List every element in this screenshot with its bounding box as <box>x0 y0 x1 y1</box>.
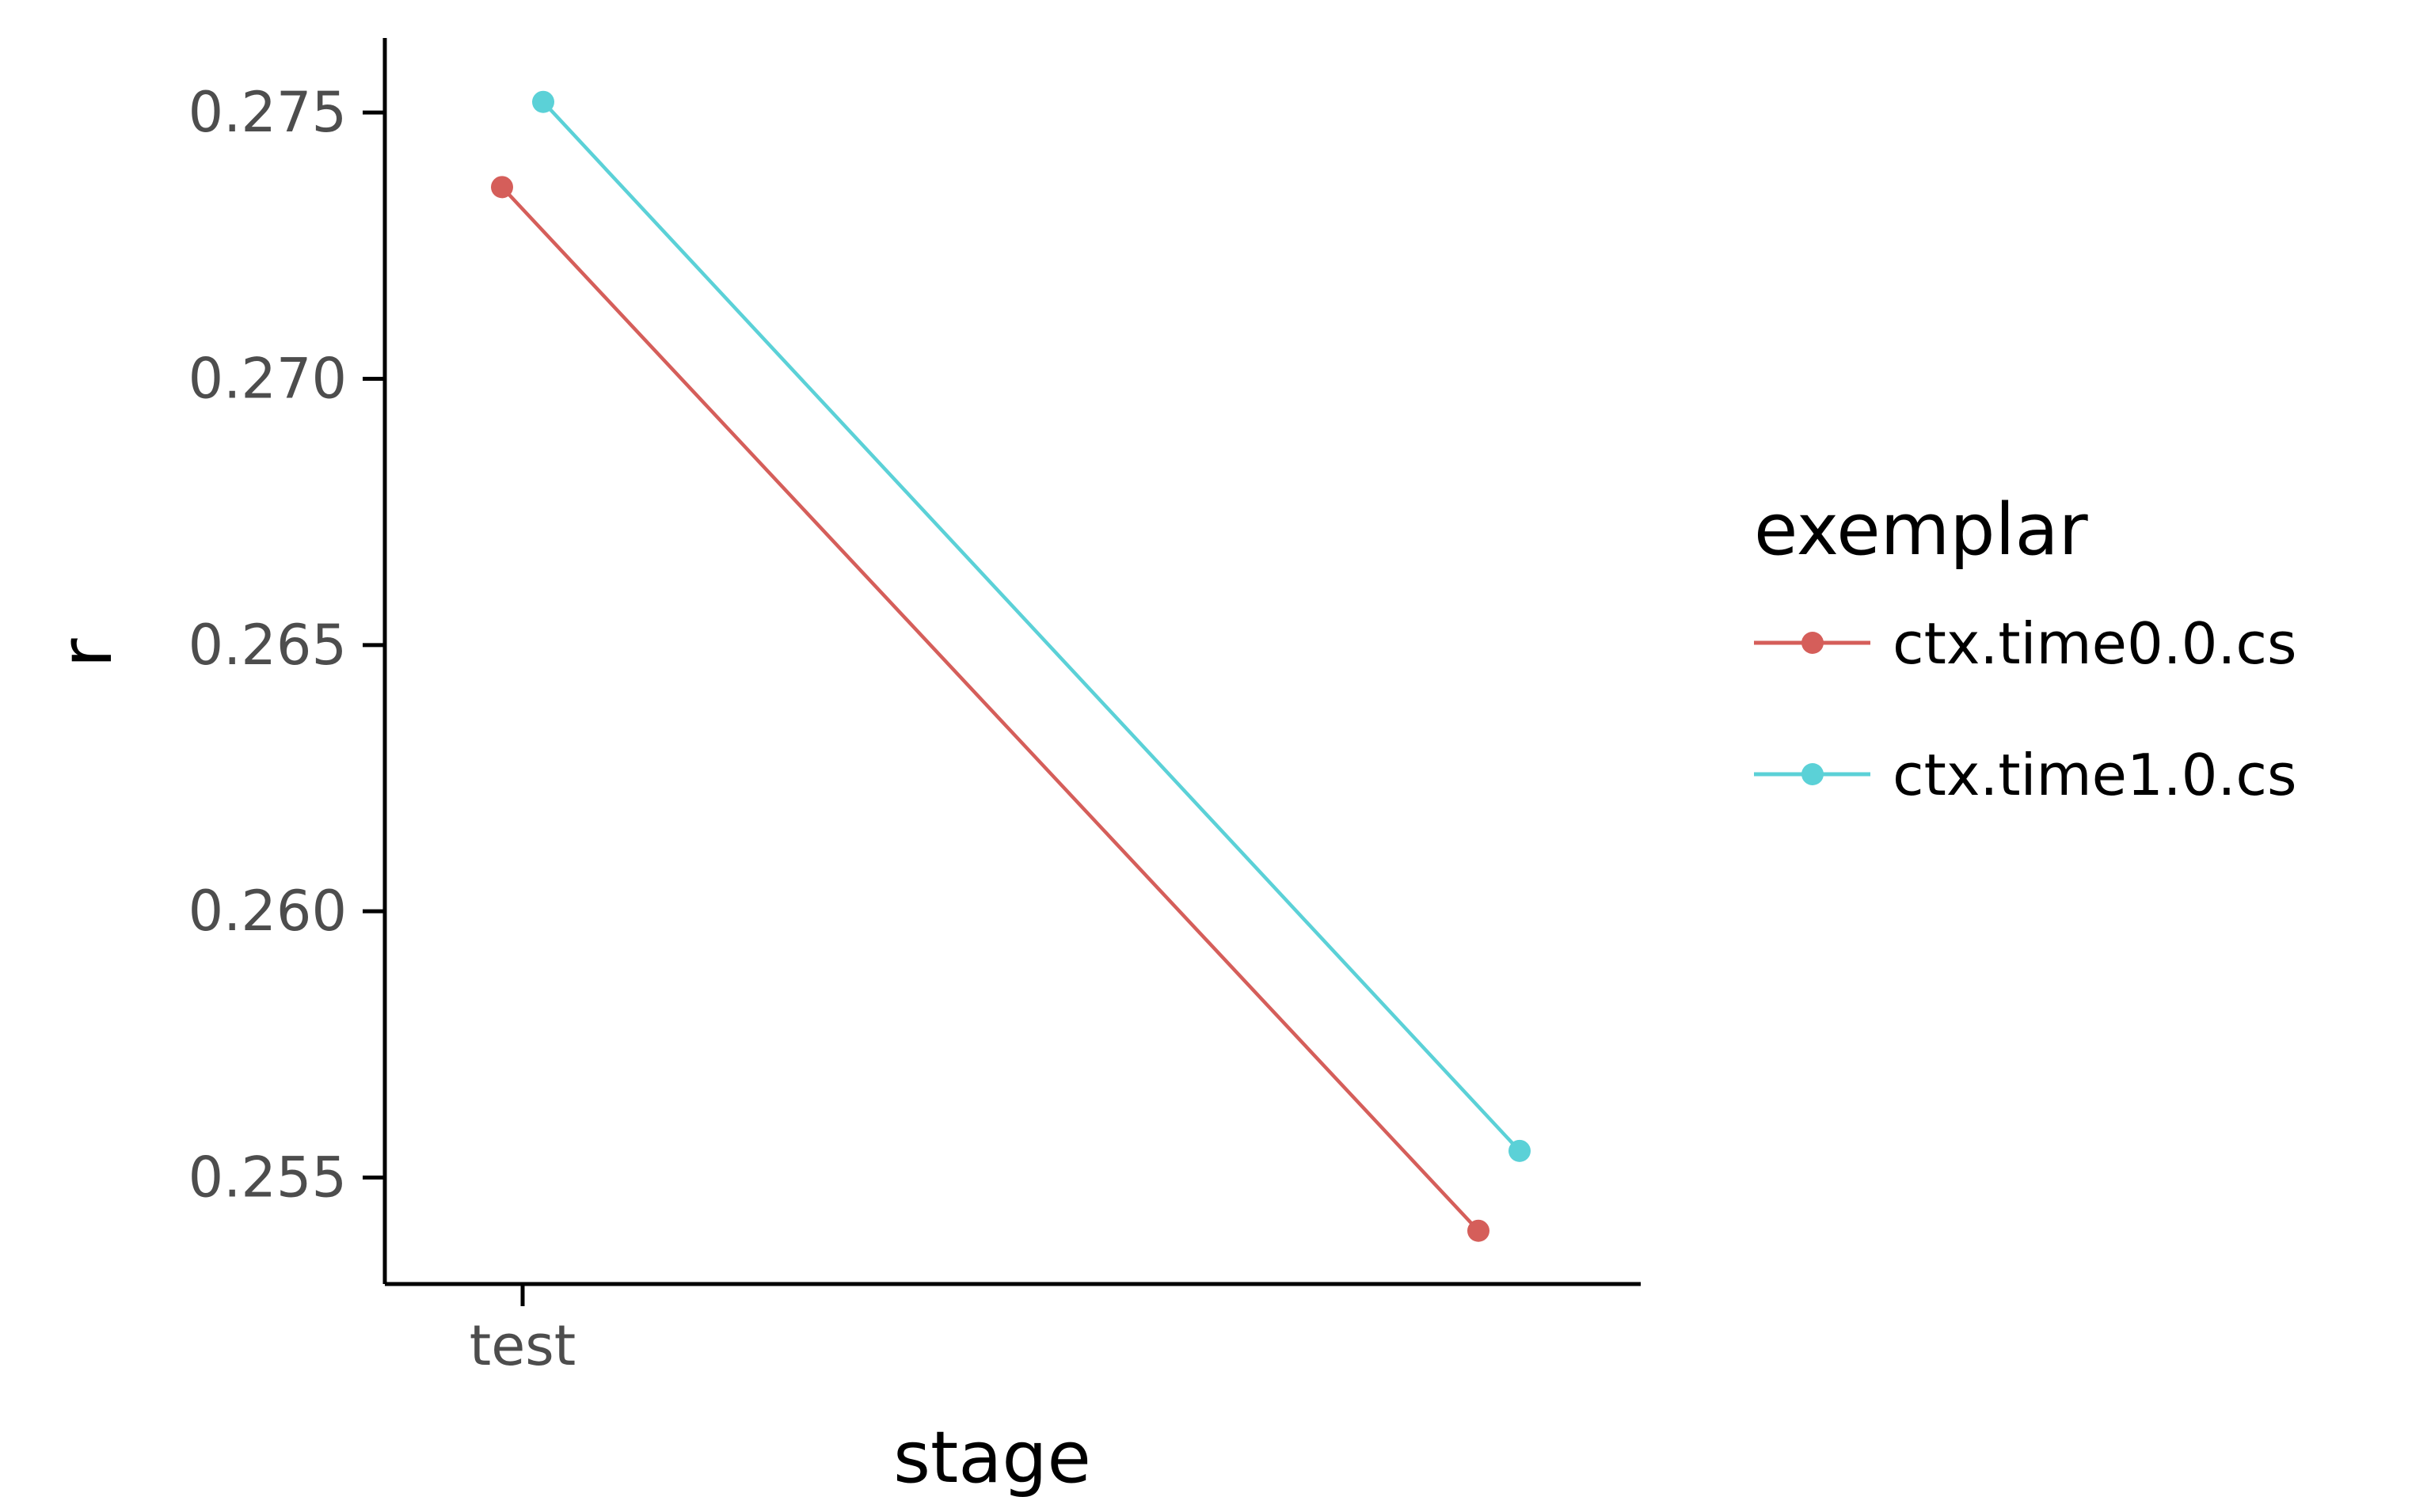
x-tick-label: test <box>470 1313 576 1378</box>
legend: exemplar ctx.time0.0.cs ctx.time1.0.cs <box>1754 488 2296 808</box>
series-line-1 <box>542 101 1521 1153</box>
series-points <box>491 90 1531 1242</box>
y-tick-label: 0.260 <box>188 879 347 944</box>
legend-title: exemplar <box>1754 488 2088 572</box>
y-axis-title: r <box>45 638 128 667</box>
legend-label: ctx.time0.0.cs <box>1893 610 2296 677</box>
data-point <box>1467 1219 1489 1242</box>
y-tick-label: 0.270 <box>188 346 347 411</box>
data-point <box>1508 1139 1531 1162</box>
y-tick-label: 0.275 <box>188 80 347 145</box>
legend-key-dot <box>1801 632 1824 654</box>
legend-key-dot <box>1801 763 1824 785</box>
x-axis-title: stage <box>893 1416 1091 1499</box>
y-tick-label: 0.265 <box>188 613 347 678</box>
legend-items: ctx.time0.0.cs ctx.time1.0.cs <box>1754 610 2296 808</box>
y-ticks: 0.255 0.260 0.265 0.270 0.275 <box>188 80 385 1210</box>
data-point <box>491 176 513 199</box>
y-tick-label: 0.255 <box>188 1145 347 1210</box>
plot-area: 0.255 0.260 0.265 0.270 0.275 test <box>188 38 1641 1378</box>
x-ticks: test <box>470 1284 576 1378</box>
legend-label: ctx.time1.0.cs <box>1893 742 2296 808</box>
series-line-0 <box>500 185 1480 1233</box>
series-lines <box>500 101 1521 1233</box>
data-point <box>532 90 554 113</box>
